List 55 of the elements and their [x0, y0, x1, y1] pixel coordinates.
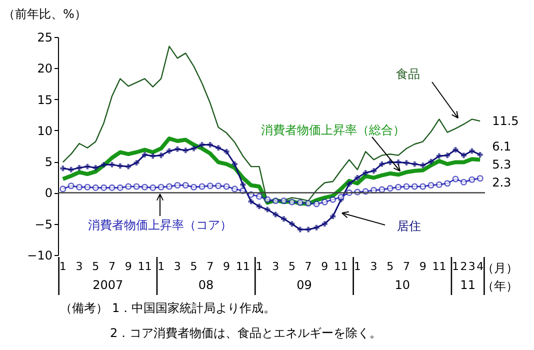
text: 08 — [198, 278, 214, 292]
x-tick-label: 11 — [236, 260, 250, 273]
data-label: 11.5 — [492, 114, 519, 128]
text: 09 — [296, 278, 312, 292]
y-tick-label: 15 — [37, 92, 52, 107]
x-tick-label: 11 — [138, 260, 152, 273]
text: 食品 — [396, 67, 420, 81]
x-tick-label: 1 — [354, 260, 361, 273]
text: 1．中国国家統計局より作成。 — [112, 301, 276, 315]
x-tick-label: 11 — [334, 260, 348, 273]
x-tick-label: 1 — [452, 260, 460, 273]
x-tick-label: 3 — [468, 260, 476, 273]
x-axis-title: （月） — [482, 261, 518, 275]
x-tick-label: 7 — [402, 260, 410, 273]
data-label: 5.3 — [492, 158, 512, 172]
x-tick-label: 7 — [304, 260, 312, 273]
x-tick-label: 9 — [321, 260, 328, 273]
x-tick-label: 9 — [223, 260, 230, 273]
text: 2007 — [92, 278, 124, 292]
x-tick-label: 5 — [92, 260, 100, 273]
y-tick-label: 25 — [37, 30, 52, 44]
x-tick-label: 9 — [419, 260, 426, 273]
x-tick-label: 1 — [59, 260, 66, 273]
text: 消費者物価上昇率（コア） — [88, 218, 232, 232]
x-tick-label: 3 — [272, 260, 280, 273]
text: 消費者物価上昇率（総合） — [261, 123, 405, 137]
text: 居住 — [397, 219, 421, 233]
y-tick-label: 0 — [44, 186, 52, 200]
y-tick-label: −5 — [34, 217, 52, 232]
x-tick-label: 7 — [108, 260, 116, 273]
x-tick-label: 1 — [256, 260, 263, 273]
x-tick-label: 3 — [76, 260, 83, 273]
data-label: 2.3 — [492, 175, 512, 190]
y-axis-title: （前年比、%） — [3, 7, 86, 21]
x-tick-label: 7 — [206, 260, 214, 273]
data-label: 6.1 — [492, 140, 512, 154]
y-tick-label: −10 — [27, 248, 52, 262]
x-tick-label: 5 — [386, 260, 394, 273]
y-tick-label: 10 — [37, 124, 52, 138]
x-tick-label: 2 — [460, 260, 468, 273]
y-tick-label: 5 — [44, 155, 52, 170]
text: 11 — [460, 278, 476, 292]
x-tick-label: 5 — [288, 260, 296, 273]
x-tick-label: 3 — [370, 260, 378, 273]
x-tick-label: 4 — [476, 260, 484, 273]
x-tick-label: 11 — [432, 260, 446, 273]
y-tick-label: 20 — [37, 62, 52, 76]
x-tick-label: 1 — [158, 260, 165, 273]
text: （年） — [482, 279, 518, 293]
x-tick-label: 3 — [174, 260, 181, 273]
text: 10 — [394, 278, 410, 292]
x-tick-label: 5 — [190, 260, 198, 273]
x-tick-label: 9 — [124, 260, 132, 273]
text: （備考） — [60, 301, 108, 315]
text: 2．コア消費者物価は、食品とエネルギーを除く。 — [110, 326, 382, 340]
